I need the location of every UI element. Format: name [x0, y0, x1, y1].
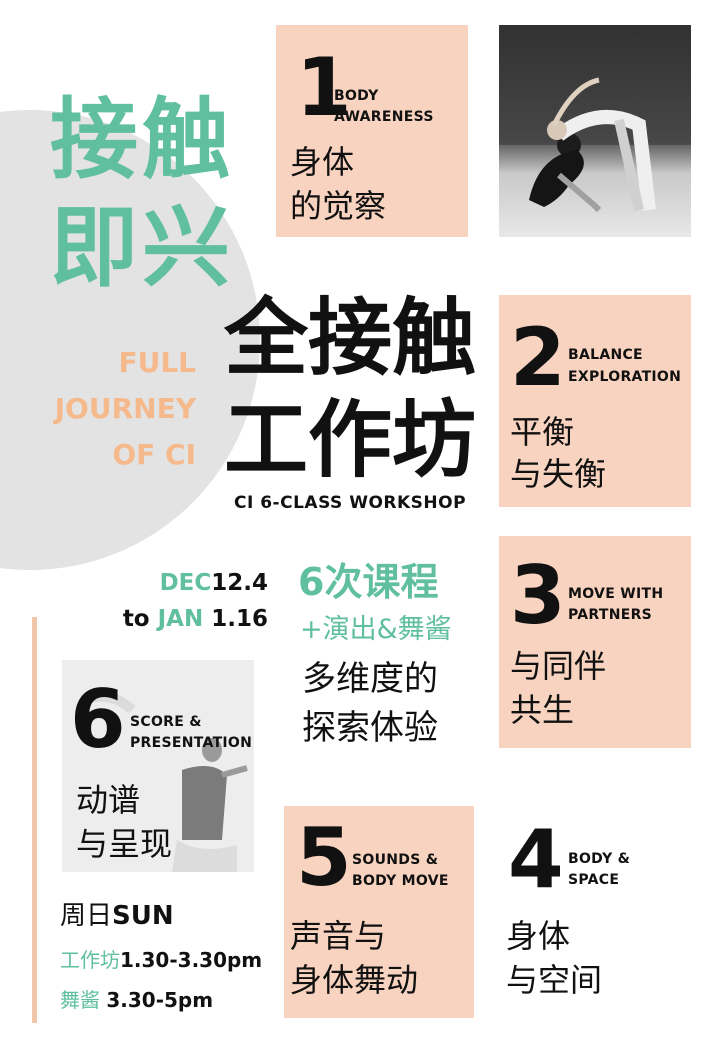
date-dec: DEC: [159, 570, 212, 596]
schedule-workshop: 工作坊1.30-3.30pm: [60, 944, 262, 976]
full-journey-text: FULL JOURNEY OF CI: [40, 340, 196, 478]
date-jan-day: 1.16: [211, 606, 268, 632]
class-en-2a: BALANCE: [568, 347, 643, 363]
summary-line-3: 多维度的: [302, 659, 438, 699]
class-en-5b: BODY MOVE: [352, 873, 449, 889]
class-number-3: 3: [510, 549, 566, 642]
full-journey-line-3: OF CI: [112, 438, 196, 471]
class-cn-3a: 与同伴: [510, 647, 607, 685]
class-en-4b: SPACE: [568, 872, 620, 888]
workshop-title-2: 工作坊: [224, 391, 477, 489]
class-en-6a: SCORE &: [130, 714, 202, 730]
date-dec-day: 12.4: [211, 570, 268, 596]
date-block: DEC12.4 to JAN 1.16: [90, 565, 268, 637]
schedule-day: 周日SUN: [60, 898, 174, 934]
schedule-jam-time: 3.30-5pm: [106, 988, 214, 1012]
class-number-4: 4: [508, 813, 564, 906]
schedule-day-cn: 周日: [60, 901, 113, 931]
dance-photo-solo: [62, 660, 254, 872]
class-card-5: [284, 806, 474, 1018]
schedule-jam: 舞酱 3.30-5pm: [60, 984, 213, 1016]
summary-line-4: 探索体验: [302, 708, 438, 748]
class-en-3a: MOVE WITH: [568, 586, 664, 602]
full-journey-line-1: FULL: [118, 346, 196, 379]
class-en-3b: PARTNERS: [568, 607, 653, 623]
class-en-2b: EXPLORATION: [568, 369, 682, 385]
workshop-subtitle: CI 6-CLASS WORKSHOP: [234, 493, 467, 513]
class-en-1a: BODY: [334, 88, 379, 104]
class-cn-5b: 身体舞动: [290, 961, 419, 999]
schedule-workshop-time: 1.30-3.30pm: [120, 948, 263, 972]
class-number-2: 2: [510, 311, 566, 404]
schedule-day-en: SUN: [112, 901, 174, 931]
class-cn-5a: 声音与: [290, 917, 387, 955]
full-journey-line-2: JOURNEY: [54, 392, 196, 425]
class-cn-2b: 与失衡: [510, 455, 607, 493]
class-number-1: 1: [296, 41, 352, 134]
date-jan: JAN: [157, 606, 204, 632]
class-number-5: 5: [296, 811, 352, 904]
schedule-workshop-label: 工作坊: [60, 948, 120, 972]
dance-photo-duo: [499, 25, 691, 237]
accent-line: [32, 617, 37, 1023]
class-cn-1a: 身体: [290, 143, 355, 181]
schedule-jam-label: 舞酱: [60, 988, 100, 1012]
class-number-6: 6: [70, 673, 126, 766]
class-en-6b: PRESENTATION: [130, 735, 253, 751]
class-card-2: [499, 295, 691, 507]
class-cn-3b: 共生: [510, 691, 575, 729]
class-card-1: [276, 25, 468, 237]
workshop-title-1: 全接触: [224, 289, 477, 387]
class-cn-6b: 与呈现: [76, 825, 173, 863]
title-cn-2: 即兴: [50, 196, 235, 299]
title-cn-1: 接触: [50, 88, 235, 191]
class-cn-6a: 动谱: [76, 781, 141, 819]
class-cn-4a: 身体: [506, 917, 571, 955]
class-en-4a: BODY &: [568, 851, 631, 867]
class-en-1b: AWARENESS: [334, 109, 434, 125]
summary-extra: +演出&舞酱: [300, 614, 452, 645]
summary-count: 6次课程: [298, 560, 439, 604]
class-cn-4b: 与空间: [506, 961, 603, 999]
class-en-5a: SOUNDS &: [352, 852, 439, 868]
class-cn-1b: 的觉察: [290, 187, 387, 225]
date-to: to: [122, 606, 150, 632]
class-cn-2a: 平衡: [510, 413, 575, 451]
class-card-3: [499, 536, 691, 748]
